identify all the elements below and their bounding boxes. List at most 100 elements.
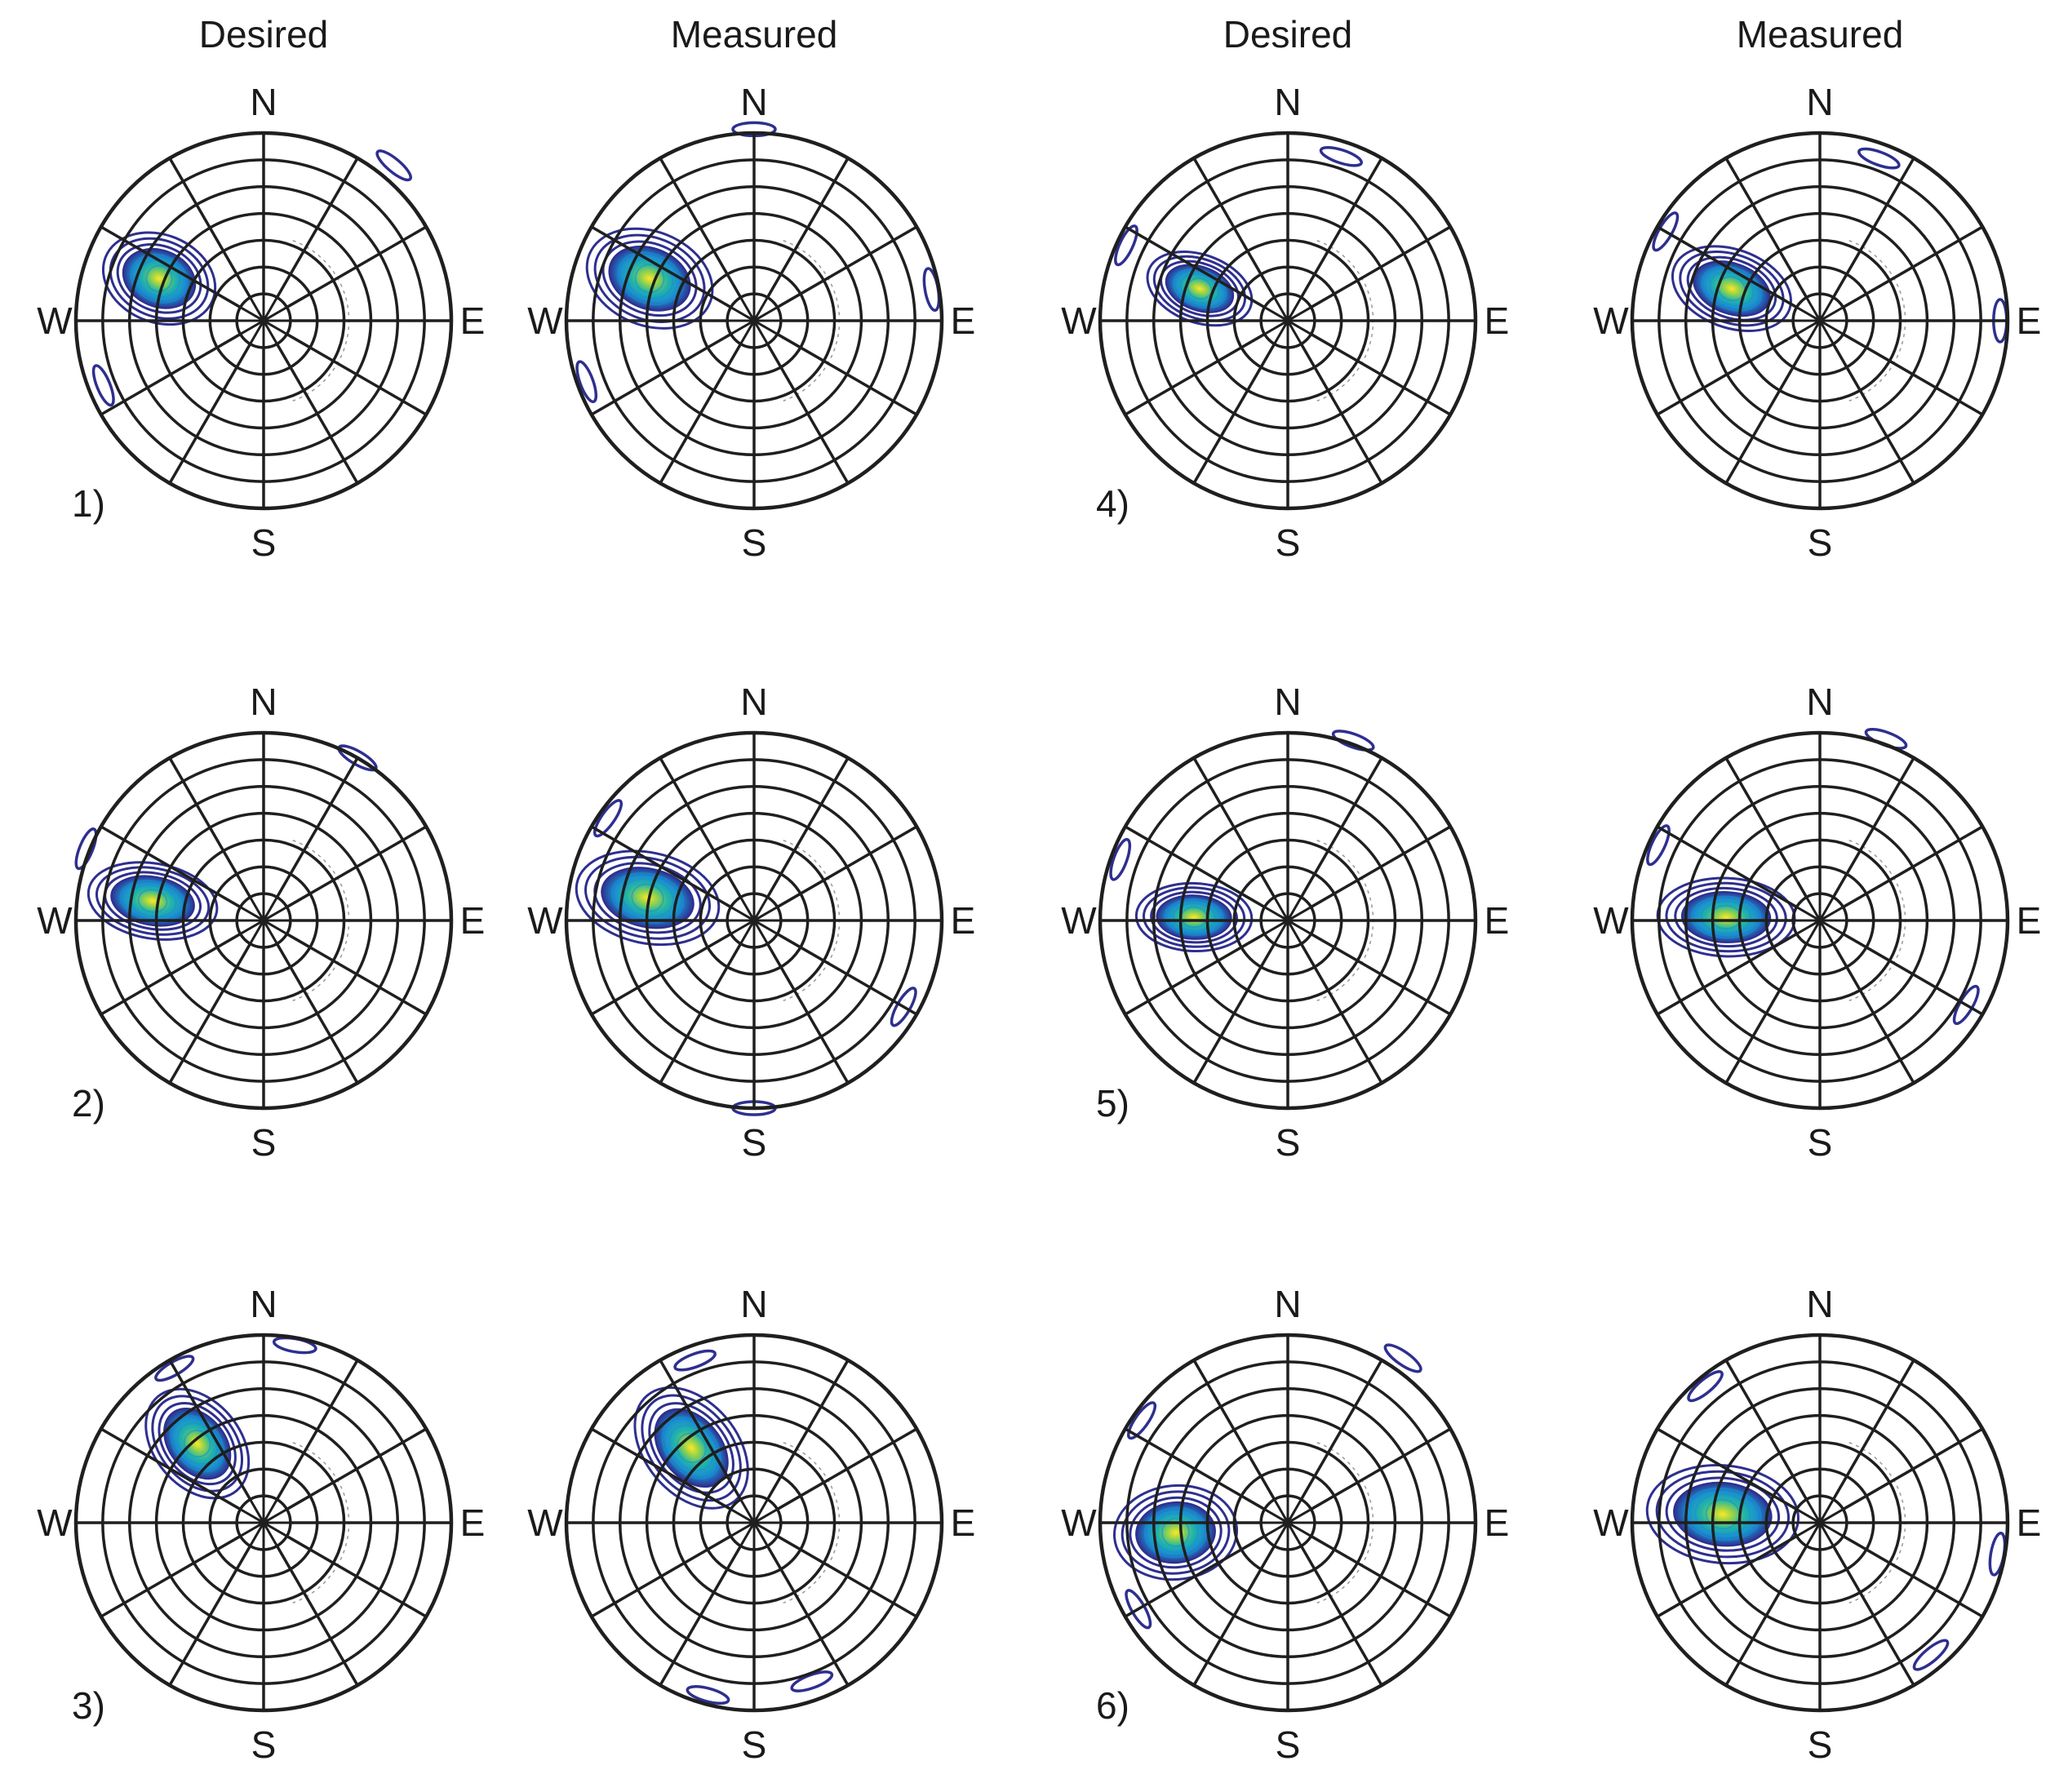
contour-band bbox=[634, 264, 665, 294]
case-label: 4) bbox=[1096, 482, 1129, 525]
grid-spoke bbox=[1724, 1359, 1808, 1501]
grid-spoke bbox=[168, 1545, 252, 1687]
column-title: Measured bbox=[671, 13, 838, 55]
grid-spoke bbox=[1656, 332, 1798, 416]
contour-blob bbox=[633, 1386, 749, 1510]
grid-spoke bbox=[1192, 1545, 1276, 1687]
grid-spoke bbox=[1656, 1427, 1798, 1511]
compass-north: N bbox=[740, 81, 767, 123]
grid-spoke bbox=[168, 756, 252, 898]
grid-spoke bbox=[659, 343, 743, 485]
grid-spoke bbox=[766, 157, 850, 299]
compass-south: S bbox=[251, 1121, 277, 1164]
grid-spoke bbox=[1299, 343, 1383, 485]
contour-fragment bbox=[1331, 730, 1375, 752]
compass-north: N bbox=[250, 81, 277, 123]
contour-blob bbox=[1671, 245, 1792, 332]
contour-band bbox=[128, 884, 177, 918]
grid-spoke bbox=[766, 1359, 850, 1501]
contour-line bbox=[144, 1387, 251, 1500]
grid-spoke bbox=[1724, 756, 1808, 898]
grid-spoke bbox=[776, 1534, 918, 1618]
compass-north: N bbox=[740, 1283, 767, 1325]
polar-panel: N S E W 4) bbox=[1061, 81, 1509, 564]
grid-spoke bbox=[1842, 332, 1984, 416]
compass-south: S bbox=[742, 1723, 767, 1766]
grid-spoke bbox=[1831, 1545, 1915, 1687]
contour-band bbox=[145, 264, 173, 293]
grid-spoke bbox=[275, 1545, 359, 1687]
grid-spoke bbox=[1124, 825, 1266, 909]
grid-spoke bbox=[776, 825, 918, 909]
contour-fragment bbox=[74, 827, 98, 871]
contour-fill bbox=[1156, 894, 1232, 940]
contour-band bbox=[1684, 1487, 1762, 1541]
grid-spoke bbox=[776, 932, 918, 1016]
grid-spoke bbox=[776, 225, 918, 309]
compass-east: E bbox=[1484, 899, 1510, 942]
grid-spoke bbox=[1842, 1427, 1984, 1511]
grid-spoke bbox=[1656, 932, 1798, 1016]
contour-line bbox=[1686, 255, 1777, 322]
grid-spoke bbox=[1124, 332, 1266, 416]
grid-spoke bbox=[659, 1545, 743, 1687]
grid-spoke bbox=[1299, 1545, 1383, 1687]
grid-spoke bbox=[100, 932, 242, 1016]
grid-spoke bbox=[590, 225, 732, 309]
polar-panels: NSEW1)NSEWNSEW4)NSEWNSEW2)NSEWNSEW5)NSEW… bbox=[37, 81, 2041, 1766]
compass-east: E bbox=[460, 1501, 486, 1544]
compass-north: N bbox=[1806, 681, 1833, 723]
grid-spoke bbox=[275, 756, 359, 898]
column-title: Desired bbox=[1223, 13, 1353, 55]
grid-hub-line bbox=[1805, 296, 1835, 345]
grid-spoke bbox=[1192, 157, 1276, 299]
compass-west: W bbox=[1061, 1501, 1097, 1544]
compass-north: N bbox=[740, 681, 767, 723]
grid-spoke bbox=[1724, 943, 1808, 1085]
compass-east: E bbox=[2017, 299, 2042, 342]
compass-south: S bbox=[251, 1723, 277, 1766]
grid-spoke bbox=[1310, 825, 1452, 909]
contour-band bbox=[183, 1429, 211, 1458]
contour-band bbox=[661, 1416, 721, 1480]
grid-spoke bbox=[766, 343, 850, 485]
contour-fragment bbox=[1319, 145, 1363, 167]
contour-fragment bbox=[1912, 1639, 1950, 1671]
grid-spoke bbox=[1310, 932, 1452, 1016]
compass-east: E bbox=[2017, 899, 2042, 942]
compass-south: S bbox=[742, 521, 767, 564]
contour-fragment bbox=[1109, 837, 1132, 881]
grid-hub-line bbox=[249, 1498, 278, 1547]
grid-spoke bbox=[1192, 943, 1276, 1085]
contour-fragment bbox=[673, 1349, 717, 1372]
compass-west: W bbox=[37, 899, 73, 942]
contour-line bbox=[109, 237, 210, 320]
compass-east: E bbox=[2017, 1501, 2042, 1544]
contour-fragment bbox=[1126, 1401, 1157, 1440]
compass-west: W bbox=[527, 1501, 563, 1544]
grid-spoke bbox=[168, 1359, 252, 1501]
grid-hub-line bbox=[739, 896, 769, 945]
polar-panel: N S E W bbox=[1593, 81, 2041, 564]
grid-spoke bbox=[286, 225, 428, 309]
grid-spoke bbox=[659, 1359, 743, 1501]
grid-spoke bbox=[275, 1359, 359, 1501]
compass-south: S bbox=[1276, 1121, 1301, 1164]
compass-west: W bbox=[1061, 899, 1097, 942]
contour-band bbox=[1710, 904, 1742, 930]
contour-fill bbox=[1673, 1481, 1773, 1547]
grid-spoke bbox=[1124, 1534, 1266, 1618]
contour-line bbox=[593, 233, 706, 323]
compass-south: S bbox=[742, 1121, 767, 1164]
grid-hub-line bbox=[249, 296, 278, 345]
grid-hub-line bbox=[1805, 896, 1835, 945]
polar-panel: N S E W 2) bbox=[37, 681, 485, 1164]
contour-fragment bbox=[790, 1670, 834, 1692]
grid-spoke bbox=[1124, 932, 1266, 1016]
contour-fragment bbox=[375, 149, 412, 182]
compass-east: E bbox=[460, 299, 486, 342]
grid-hub-line bbox=[739, 1498, 769, 1547]
compass-west: W bbox=[1593, 299, 1629, 342]
grid-spoke bbox=[1831, 943, 1915, 1085]
compass-east: E bbox=[460, 899, 486, 942]
